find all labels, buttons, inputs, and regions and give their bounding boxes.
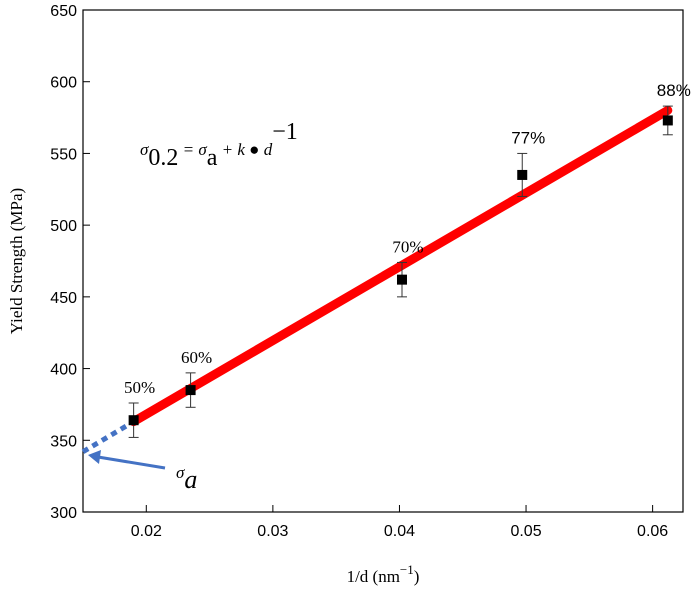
x-axis-label-part: ) xyxy=(414,567,420,586)
x-tick-label: 0.04 xyxy=(384,523,415,540)
y-tick-label: 400 xyxy=(50,362,77,379)
equation-part: a xyxy=(207,145,218,171)
y-tick-label: 550 xyxy=(50,146,77,163)
equation-part: = σ xyxy=(178,140,207,159)
x-axis-label-part: −1 xyxy=(400,562,414,577)
point-label: 77% xyxy=(511,128,545,147)
point-label: 70% xyxy=(392,237,423,256)
equation-part: + k ● d xyxy=(217,140,272,159)
point xyxy=(396,274,407,285)
point-label: 60% xyxy=(181,348,212,367)
intercept-label: σa xyxy=(176,463,197,494)
y-tick-label: 650 xyxy=(50,3,77,20)
arrow-head xyxy=(88,450,101,464)
point xyxy=(185,385,196,396)
equation-part: −1 xyxy=(272,119,298,145)
intercept-label-part: σ xyxy=(176,463,185,482)
y-tick-label: 500 xyxy=(50,218,77,235)
y-tick-label: 300 xyxy=(50,505,77,522)
x-tick-label: 0.02 xyxy=(131,523,162,540)
point-label: 50% xyxy=(124,378,155,397)
point xyxy=(662,115,673,126)
point xyxy=(128,415,139,426)
x-tick-label: 0.06 xyxy=(637,523,668,540)
extrapolation-line xyxy=(81,419,135,454)
equation-part: σ xyxy=(140,140,149,159)
fit-line xyxy=(129,105,673,427)
y-axis-label: Yield Strength (MPa) xyxy=(7,188,26,334)
equation-part: 0.2 xyxy=(148,145,178,171)
point-label: 88% xyxy=(657,81,691,100)
x-tick-label: 0.05 xyxy=(510,523,541,540)
arrow xyxy=(97,455,166,470)
x-axis-label: 1/d (nm−1) xyxy=(347,562,420,586)
plot-frame xyxy=(82,9,684,513)
point xyxy=(517,169,528,180)
y-tick-label: 600 xyxy=(50,75,77,92)
x-tick-label: 0.03 xyxy=(257,523,288,540)
intercept-label-part: a xyxy=(184,465,197,494)
y-tick-label: 450 xyxy=(50,290,77,307)
y-tick-label: 350 xyxy=(50,433,77,450)
equation: σ0.2 = σa + k ● d−1 xyxy=(140,119,298,171)
x-axis-label-part: 1/d (nm xyxy=(347,567,400,586)
